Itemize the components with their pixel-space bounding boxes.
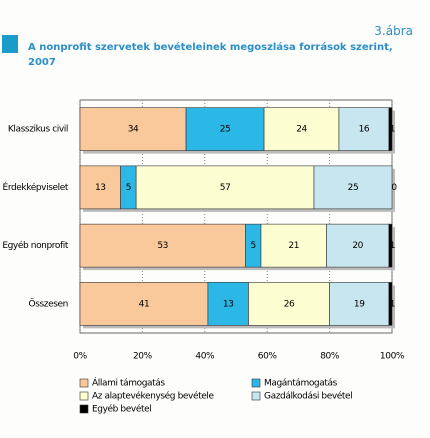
bar-segment <box>79 223 246 268</box>
bar-segment <box>338 107 390 151</box>
chart-title: A nonprofit szervetek bevételeinek megos… <box>28 42 393 68</box>
x-tick-label: 80% <box>320 352 340 362</box>
legend-label: Magántámogatás <box>264 379 338 389</box>
bar-segment <box>248 282 330 326</box>
x-tick-label: 60% <box>258 352 278 362</box>
data-label: 26 <box>284 299 295 309</box>
data-label: 13 <box>95 183 106 193</box>
title-marker <box>2 35 18 53</box>
bar-segment <box>79 282 209 326</box>
legend-swatch <box>79 391 89 401</box>
bar-segment <box>79 165 121 210</box>
bar-segment <box>263 107 340 151</box>
y-tick-label: Egyéb nonprofit <box>2 240 69 251</box>
data-label: 1 <box>390 125 395 135</box>
bar-segment <box>135 165 315 210</box>
legend-label: Az alaptevékenység bevétele <box>92 391 214 402</box>
data-label: 25 <box>348 183 359 193</box>
bar-segment <box>388 282 393 326</box>
plot-frame <box>79 99 393 334</box>
legend-swatch <box>79 378 89 388</box>
bar-segment <box>388 223 393 268</box>
data-label: 57 <box>220 183 231 193</box>
x-tick-label: 40% <box>195 352 215 362</box>
data-label: 41 <box>139 299 150 309</box>
bar-segment <box>313 165 393 210</box>
x-tick-label: 100% <box>380 352 405 362</box>
bar-segment <box>185 107 265 151</box>
data-label: 1 <box>390 299 395 309</box>
data-label: 20 <box>352 241 363 251</box>
legend-label: Egyéb bevétel <box>92 404 151 415</box>
data-label: 5 <box>126 183 131 193</box>
data-label: 13 <box>223 299 234 309</box>
legend-label: Gazdálkodási bevétel <box>264 391 352 402</box>
bar-segment <box>207 282 249 326</box>
data-label: 24 <box>296 125 307 135</box>
bar-segment <box>326 223 390 268</box>
data-label: 0 <box>391 183 397 193</box>
legend-swatch <box>79 404 89 414</box>
y-tick-label: Klasszikus civil <box>8 125 68 135</box>
y-tick-label: Összesen <box>29 298 68 309</box>
x-tick-label: 20% <box>133 352 153 362</box>
bar-segment <box>79 107 187 151</box>
figure-label: 3.ábra <box>374 24 413 38</box>
data-label: 19 <box>354 299 365 309</box>
data-label: 1 <box>390 241 395 251</box>
data-label: 21 <box>288 241 299 251</box>
data-label: 53 <box>157 241 168 251</box>
y-tick-label: Érdekképviselet <box>3 181 69 193</box>
x-tick-label: 0% <box>73 352 87 362</box>
bar-segment <box>388 107 393 151</box>
data-label: 34 <box>128 125 139 135</box>
legend-swatch <box>251 378 261 388</box>
data-label: 25 <box>220 125 231 135</box>
legend-label: Állami támogatás <box>92 377 165 389</box>
bar-segment <box>329 282 390 326</box>
data-label: 16 <box>359 125 370 135</box>
legend-swatch <box>251 391 261 401</box>
data-label: 5 <box>250 241 255 251</box>
